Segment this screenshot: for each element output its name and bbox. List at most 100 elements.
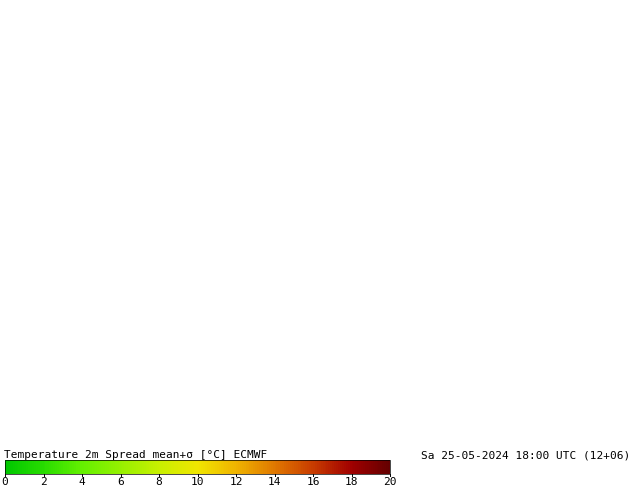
- Bar: [332, 460, 334, 474]
- Bar: [252, 460, 254, 474]
- Bar: [153, 460, 155, 474]
- Bar: [63, 460, 65, 474]
- Bar: [198, 460, 200, 474]
- Bar: [240, 460, 242, 474]
- Bar: [219, 460, 221, 474]
- Bar: [40, 460, 42, 474]
- Bar: [136, 460, 138, 474]
- Bar: [321, 460, 323, 474]
- Bar: [152, 460, 153, 474]
- Bar: [273, 460, 275, 474]
- Text: 8: 8: [155, 477, 162, 487]
- Bar: [323, 460, 325, 474]
- Bar: [336, 460, 338, 474]
- Bar: [115, 460, 117, 474]
- Bar: [163, 460, 165, 474]
- Bar: [101, 460, 103, 474]
- Bar: [32, 460, 34, 474]
- Bar: [263, 460, 265, 474]
- Bar: [313, 460, 315, 474]
- Bar: [30, 460, 32, 474]
- Bar: [288, 460, 290, 474]
- Bar: [349, 460, 351, 474]
- Bar: [74, 460, 76, 474]
- Bar: [236, 460, 238, 474]
- Bar: [139, 460, 141, 474]
- Bar: [211, 460, 213, 474]
- Bar: [180, 460, 182, 474]
- Bar: [338, 460, 340, 474]
- Bar: [98, 460, 100, 474]
- Bar: [55, 460, 57, 474]
- Bar: [269, 460, 271, 474]
- Bar: [388, 460, 390, 474]
- Bar: [340, 460, 342, 474]
- Bar: [148, 460, 150, 474]
- Text: 10: 10: [191, 477, 204, 487]
- Text: 20: 20: [383, 477, 397, 487]
- Bar: [150, 460, 152, 474]
- Bar: [48, 460, 49, 474]
- Bar: [330, 460, 332, 474]
- Bar: [204, 460, 205, 474]
- Bar: [254, 460, 256, 474]
- Bar: [373, 460, 375, 474]
- Bar: [134, 460, 136, 474]
- Bar: [371, 460, 373, 474]
- Bar: [230, 460, 232, 474]
- Bar: [11, 460, 13, 474]
- Bar: [120, 460, 122, 474]
- Text: 2: 2: [40, 477, 47, 487]
- Bar: [304, 460, 306, 474]
- Bar: [169, 460, 171, 474]
- Bar: [117, 460, 119, 474]
- Bar: [182, 460, 184, 474]
- Bar: [226, 460, 228, 474]
- Bar: [5, 460, 7, 474]
- Bar: [89, 460, 92, 474]
- Bar: [290, 460, 292, 474]
- Bar: [295, 460, 297, 474]
- Bar: [138, 460, 139, 474]
- Bar: [13, 460, 15, 474]
- Bar: [193, 460, 195, 474]
- Bar: [100, 460, 101, 474]
- Bar: [276, 460, 278, 474]
- Bar: [346, 460, 347, 474]
- Text: 4: 4: [79, 477, 86, 487]
- Bar: [78, 460, 80, 474]
- Bar: [57, 460, 59, 474]
- Bar: [306, 460, 307, 474]
- Bar: [46, 460, 48, 474]
- Text: 14: 14: [268, 477, 281, 487]
- Bar: [365, 460, 367, 474]
- Bar: [200, 460, 202, 474]
- Bar: [275, 460, 276, 474]
- Bar: [15, 460, 16, 474]
- Bar: [377, 460, 378, 474]
- Bar: [249, 460, 252, 474]
- Bar: [68, 460, 70, 474]
- Bar: [72, 460, 74, 474]
- Bar: [351, 460, 353, 474]
- Bar: [174, 460, 176, 474]
- Bar: [282, 460, 284, 474]
- Bar: [334, 460, 336, 474]
- Bar: [65, 460, 67, 474]
- Bar: [369, 460, 371, 474]
- Bar: [361, 460, 363, 474]
- Bar: [132, 460, 134, 474]
- Bar: [105, 460, 107, 474]
- Text: 18: 18: [345, 477, 358, 487]
- Bar: [161, 460, 163, 474]
- Bar: [9, 460, 11, 474]
- Bar: [126, 460, 128, 474]
- Bar: [280, 460, 282, 474]
- Bar: [359, 460, 361, 474]
- Bar: [327, 460, 328, 474]
- Bar: [386, 460, 388, 474]
- Bar: [94, 460, 96, 474]
- Bar: [380, 460, 382, 474]
- Bar: [86, 460, 87, 474]
- Bar: [92, 460, 94, 474]
